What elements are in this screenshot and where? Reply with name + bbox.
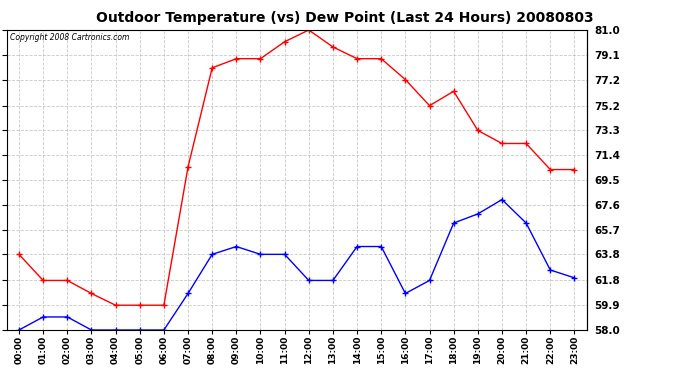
Text: Outdoor Temperature (vs) Dew Point (Last 24 Hours) 20080803: Outdoor Temperature (vs) Dew Point (Last…: [96, 11, 594, 25]
Text: Copyright 2008 Cartronics.com: Copyright 2008 Cartronics.com: [10, 33, 129, 42]
